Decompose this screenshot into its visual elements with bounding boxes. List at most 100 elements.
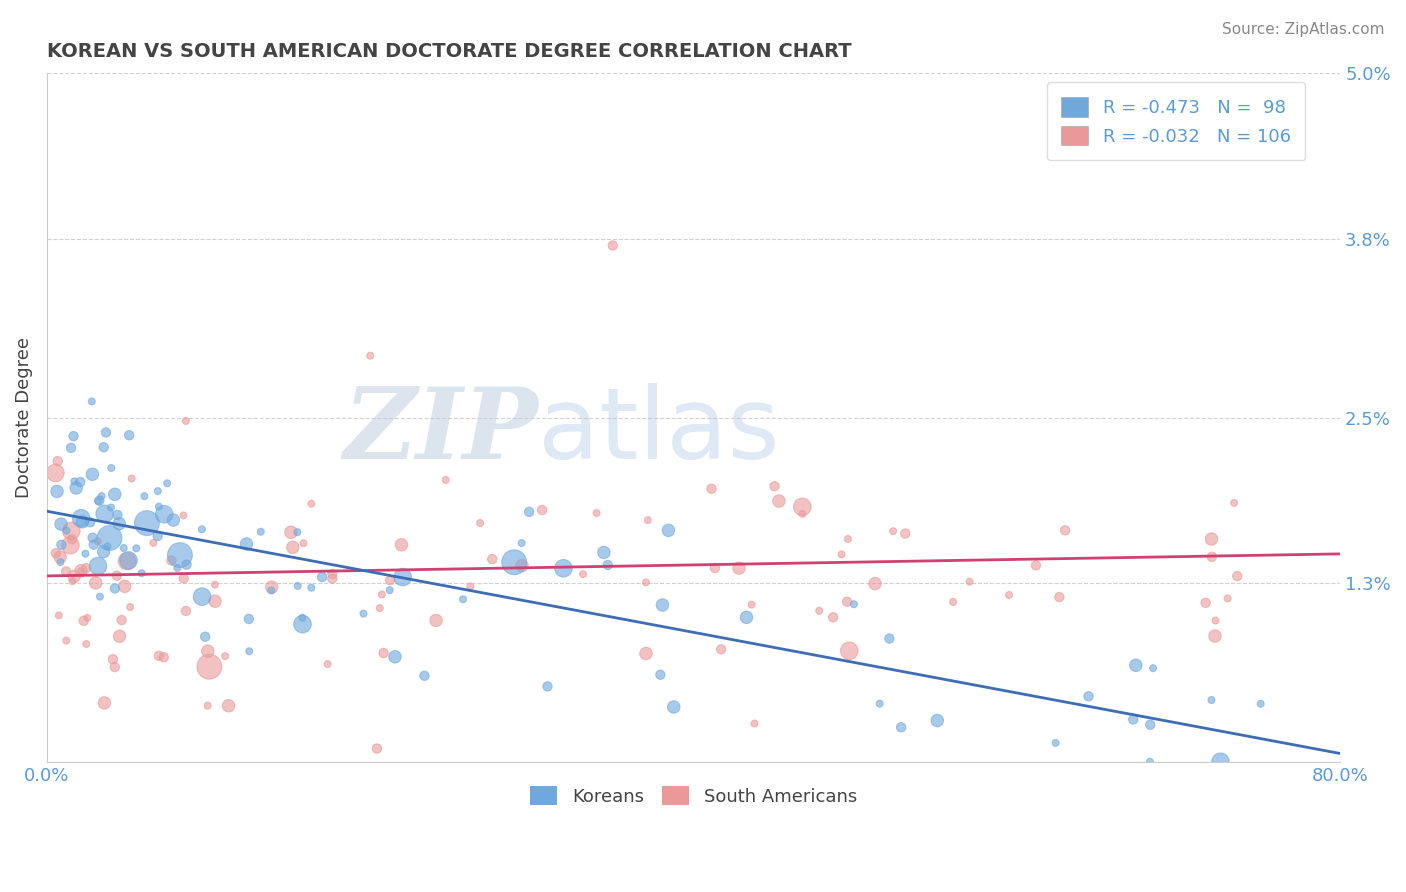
Point xyxy=(728,561,751,575)
Point xyxy=(792,507,814,521)
Point xyxy=(292,536,315,550)
Point xyxy=(359,349,381,363)
Point xyxy=(592,545,614,559)
Point xyxy=(83,538,105,552)
Point xyxy=(602,238,624,252)
Point xyxy=(153,508,176,522)
Point xyxy=(391,570,413,584)
Point xyxy=(160,553,183,567)
Point xyxy=(169,548,191,562)
Point xyxy=(311,570,333,584)
Point xyxy=(87,559,110,574)
Point xyxy=(650,667,672,681)
Point xyxy=(89,493,111,508)
Point xyxy=(1216,591,1239,606)
Point xyxy=(531,503,554,517)
Point xyxy=(82,531,104,545)
Point xyxy=(1139,718,1161,732)
Point xyxy=(72,515,94,529)
Point xyxy=(281,541,304,555)
Point xyxy=(49,555,72,569)
Point xyxy=(280,525,302,540)
Point xyxy=(316,657,339,671)
Point xyxy=(62,574,84,589)
Point xyxy=(927,714,949,728)
Point xyxy=(249,524,271,539)
Point xyxy=(120,600,142,615)
Point xyxy=(378,583,401,598)
Point xyxy=(142,536,165,550)
Point xyxy=(70,564,93,578)
Point xyxy=(60,533,83,547)
Point xyxy=(80,394,103,409)
Point xyxy=(107,508,129,522)
Point xyxy=(321,572,343,586)
Point xyxy=(413,669,436,683)
Point xyxy=(384,649,406,664)
Point xyxy=(148,648,170,663)
Point xyxy=(174,414,197,428)
Point xyxy=(75,561,97,575)
Point xyxy=(321,566,343,581)
Point xyxy=(1025,558,1047,573)
Point xyxy=(1223,496,1246,510)
Point xyxy=(1204,629,1226,643)
Point xyxy=(879,632,901,646)
Point xyxy=(121,471,143,485)
Point xyxy=(287,579,309,593)
Point xyxy=(94,425,117,440)
Point xyxy=(763,479,786,493)
Point xyxy=(1077,690,1099,704)
Point xyxy=(1122,713,1144,727)
Point xyxy=(1047,590,1070,604)
Point xyxy=(105,568,128,582)
Point xyxy=(134,489,156,503)
Point xyxy=(238,644,260,658)
Text: atlas: atlas xyxy=(538,383,780,480)
Point xyxy=(637,513,659,527)
Point xyxy=(111,613,134,627)
Point xyxy=(470,516,492,530)
Point xyxy=(93,440,115,454)
Point xyxy=(1201,693,1223,707)
Point xyxy=(62,429,84,443)
Point xyxy=(838,644,860,658)
Point xyxy=(831,547,853,561)
Point xyxy=(517,505,540,519)
Point xyxy=(391,538,413,552)
Point xyxy=(503,555,526,569)
Point xyxy=(70,564,93,578)
Point xyxy=(46,484,69,499)
Point xyxy=(146,484,169,499)
Point xyxy=(425,614,447,628)
Point xyxy=(100,461,122,475)
Point xyxy=(553,561,575,575)
Point xyxy=(69,475,91,489)
Point xyxy=(174,604,197,618)
Point xyxy=(197,644,219,658)
Point xyxy=(162,513,184,527)
Point xyxy=(1142,661,1164,675)
Point xyxy=(710,642,733,657)
Point xyxy=(191,590,214,604)
Point xyxy=(93,544,115,558)
Point xyxy=(1201,532,1223,546)
Point xyxy=(260,580,283,594)
Point xyxy=(863,576,886,591)
Point xyxy=(959,574,981,589)
Point xyxy=(59,538,82,552)
Point xyxy=(60,524,83,538)
Point xyxy=(104,582,127,596)
Point xyxy=(536,680,558,694)
Point xyxy=(510,558,533,573)
Point xyxy=(596,558,619,572)
Point xyxy=(146,529,169,543)
Point xyxy=(662,700,685,714)
Point xyxy=(198,659,221,673)
Y-axis label: Doctorate Degree: Doctorate Degree xyxy=(15,337,32,498)
Point xyxy=(75,637,97,651)
Point xyxy=(703,561,725,575)
Point xyxy=(49,549,72,564)
Point xyxy=(173,571,195,585)
Point xyxy=(1125,658,1147,673)
